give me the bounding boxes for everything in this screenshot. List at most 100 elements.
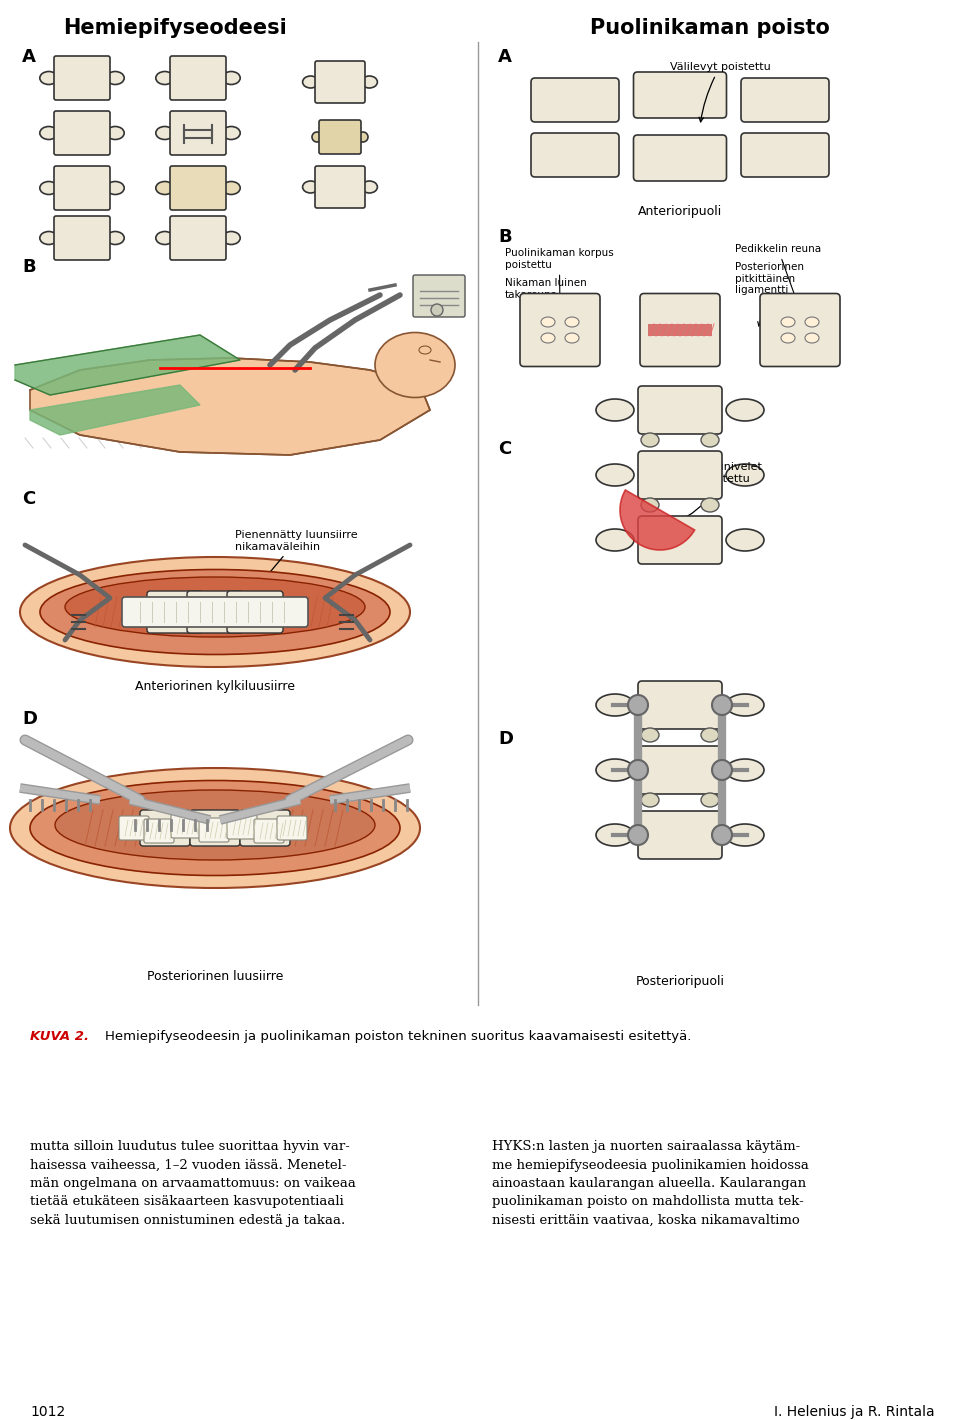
Ellipse shape — [641, 728, 659, 743]
Text: Puolinikaman poisto: Puolinikaman poisto — [590, 18, 830, 38]
FancyBboxPatch shape — [54, 216, 110, 260]
Text: Hemiepifyseodeesi: Hemiepifyseodeesi — [63, 18, 287, 38]
FancyBboxPatch shape — [54, 166, 110, 210]
FancyBboxPatch shape — [638, 386, 722, 435]
Wedge shape — [620, 490, 695, 550]
Text: Posterioripuoli: Posterioripuoli — [636, 700, 725, 713]
FancyBboxPatch shape — [638, 811, 722, 859]
FancyBboxPatch shape — [199, 818, 229, 842]
Ellipse shape — [312, 132, 322, 142]
Polygon shape — [30, 358, 430, 454]
Text: C: C — [22, 490, 36, 508]
Ellipse shape — [726, 464, 764, 486]
Ellipse shape — [65, 577, 365, 638]
Text: Posteriorinen
pitkittäinen
ligamentti: Posteriorinen pitkittäinen ligamentti — [735, 263, 804, 327]
Ellipse shape — [641, 792, 659, 807]
Ellipse shape — [156, 71, 174, 85]
Text: mutta silloin luudutus tulee suorittaa hyvin var-
haisessa vaiheessa, 1–2 vuoden: mutta silloin luudutus tulee suorittaa h… — [30, 1140, 356, 1227]
Ellipse shape — [10, 768, 420, 888]
Ellipse shape — [701, 792, 719, 807]
FancyBboxPatch shape — [240, 809, 290, 846]
Ellipse shape — [596, 760, 634, 781]
FancyBboxPatch shape — [190, 809, 240, 846]
Ellipse shape — [805, 317, 819, 327]
Ellipse shape — [107, 71, 124, 85]
FancyBboxPatch shape — [54, 55, 110, 99]
Text: Nikaman luinen
takareuna: Nikaman luinen takareuna — [505, 278, 587, 346]
Text: A: A — [22, 48, 36, 65]
Ellipse shape — [565, 317, 579, 327]
Polygon shape — [15, 335, 240, 395]
Ellipse shape — [156, 182, 174, 195]
FancyBboxPatch shape — [254, 819, 284, 843]
Ellipse shape — [107, 182, 124, 195]
FancyBboxPatch shape — [638, 746, 722, 794]
FancyBboxPatch shape — [147, 591, 203, 633]
FancyBboxPatch shape — [640, 294, 720, 366]
Ellipse shape — [107, 231, 124, 244]
Ellipse shape — [541, 317, 555, 327]
Text: Pedikkelin reuna: Pedikkelin reuna — [735, 244, 821, 307]
Text: Puolinikaman korpus
poistettu: Puolinikaman korpus poistettu — [505, 248, 613, 305]
Text: I. Helenius ja R. Rintala: I. Helenius ja R. Rintala — [775, 1404, 935, 1419]
Ellipse shape — [726, 530, 764, 551]
Ellipse shape — [726, 760, 764, 781]
Ellipse shape — [30, 781, 400, 876]
FancyBboxPatch shape — [187, 591, 243, 633]
Circle shape — [628, 825, 648, 845]
Ellipse shape — [222, 126, 240, 139]
Text: Posterioripuoli: Posterioripuoli — [636, 976, 725, 988]
FancyBboxPatch shape — [170, 55, 226, 99]
Ellipse shape — [156, 126, 174, 139]
Ellipse shape — [565, 334, 579, 344]
Text: C: C — [498, 440, 512, 459]
FancyBboxPatch shape — [531, 133, 619, 178]
Ellipse shape — [358, 132, 368, 142]
FancyBboxPatch shape — [119, 816, 149, 841]
Ellipse shape — [781, 317, 795, 327]
Text: Anteriorinen kylkiluusiirre: Anteriorinen kylkiluusiirre — [135, 680, 295, 693]
Ellipse shape — [596, 399, 634, 420]
Ellipse shape — [222, 71, 240, 85]
Ellipse shape — [596, 824, 634, 846]
FancyBboxPatch shape — [319, 121, 361, 153]
Ellipse shape — [302, 180, 319, 193]
Ellipse shape — [107, 126, 124, 139]
FancyBboxPatch shape — [315, 166, 365, 207]
Text: D: D — [498, 730, 513, 748]
FancyBboxPatch shape — [741, 78, 829, 122]
Circle shape — [712, 760, 732, 780]
FancyBboxPatch shape — [170, 166, 226, 210]
Ellipse shape — [302, 77, 319, 88]
Ellipse shape — [641, 498, 659, 513]
FancyBboxPatch shape — [760, 294, 840, 366]
Text: Välilevyt poistettu: Välilevyt poistettu — [670, 62, 770, 122]
FancyBboxPatch shape — [122, 596, 308, 628]
Ellipse shape — [701, 433, 719, 447]
FancyBboxPatch shape — [54, 111, 110, 155]
FancyBboxPatch shape — [144, 819, 174, 843]
Ellipse shape — [726, 694, 764, 716]
FancyBboxPatch shape — [638, 452, 722, 498]
Ellipse shape — [361, 180, 377, 193]
Ellipse shape — [156, 231, 174, 244]
Ellipse shape — [641, 433, 659, 447]
Ellipse shape — [726, 399, 764, 420]
Text: Pienennätty luunsiirre
nikamaväleihin: Pienennätty luunsiirre nikamaväleihin — [235, 530, 358, 586]
Ellipse shape — [419, 346, 431, 354]
Ellipse shape — [596, 464, 634, 486]
Text: 1012: 1012 — [30, 1404, 65, 1419]
Ellipse shape — [361, 77, 377, 88]
Circle shape — [431, 304, 443, 317]
Ellipse shape — [39, 126, 58, 139]
Text: B: B — [498, 229, 512, 246]
Ellipse shape — [726, 824, 764, 846]
Text: Hemiepifyseodeesin ja puolinikaman poiston tekninen suoritus kaavamaisesti esite: Hemiepifyseodeesin ja puolinikaman poist… — [105, 1030, 691, 1044]
Ellipse shape — [39, 182, 58, 195]
Ellipse shape — [222, 182, 240, 195]
Text: HYKS:n lasten ja nuorten sairaalassa käytäm-
me hemiepifyseodeesia puolinikamien: HYKS:n lasten ja nuorten sairaalassa käy… — [492, 1140, 809, 1227]
Ellipse shape — [596, 694, 634, 716]
Text: KUVA 2.: KUVA 2. — [30, 1030, 89, 1044]
Ellipse shape — [375, 332, 455, 398]
Text: D: D — [22, 710, 37, 728]
